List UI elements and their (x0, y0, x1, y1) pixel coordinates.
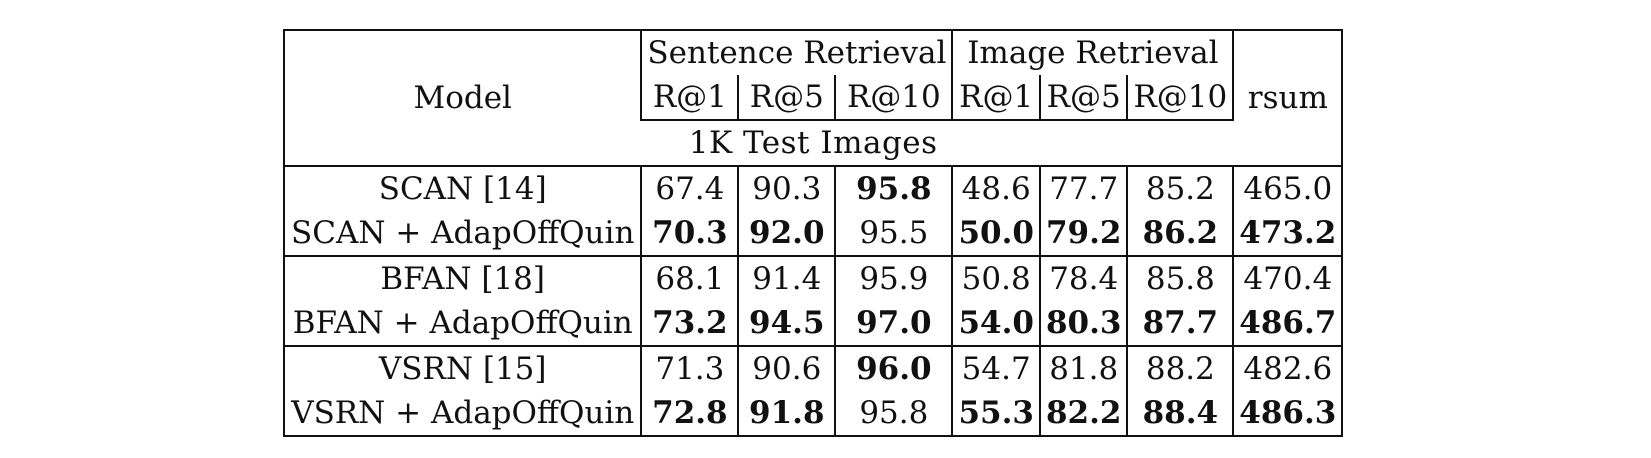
metric-cell: 73.2 (640, 301, 740, 347)
section-title: 1K Test Images (282, 120, 1344, 167)
header-row-metrics: R@1 R@5 R@10 R@1 R@5 R@10 (284, 75, 1342, 121)
rsum-cell: 486.7 (1232, 301, 1344, 347)
metric-cell: 54.0 (951, 301, 1041, 347)
rsum-cell: 465.0 (1232, 166, 1344, 211)
metric-cell: 88.2 (1126, 346, 1235, 391)
image-retrieval-header: Image Retrieval (951, 29, 1235, 75)
table-row: SCAN [14] 67.4 90.3 95.8 48.6 77.7 85.2 465.0 (282, 166, 1344, 211)
metric-cell: 81.8 (1038, 346, 1129, 391)
metric-cell: 77.7 (1038, 166, 1129, 211)
sentence-retrieval-header: Sentence Retrieval (640, 29, 954, 75)
model-name-cell: VSRN + AdapOffQuin (282, 391, 643, 437)
rsum-cell: 482.6 (1232, 346, 1344, 391)
header-row-groups: Model Sentence Retrieval Image Retrieval… (282, 29, 1344, 120)
metric-cell: 90.6 (737, 346, 837, 391)
metric-cell: 90.3 (737, 166, 837, 211)
metric-cell: 71.3 (640, 346, 740, 391)
metric-header: R@5 (737, 75, 837, 121)
metric-cell: 50.0 (951, 211, 1041, 257)
metric-cell: 95.8 (834, 391, 954, 437)
metric-cell: 48.6 (951, 166, 1041, 211)
metric-cell: 91.4 (737, 256, 837, 301)
metric-cell: 97.0 (834, 301, 954, 347)
metric-header: R@10 (1126, 75, 1235, 121)
data-rows: SCAN [14] 67.4 90.3 95.8 48.6 77.7 85.2 465.0 SC… (282, 166, 1344, 437)
metric-cell: 95.8 (834, 166, 954, 211)
metric-header: R@5 (1038, 75, 1129, 121)
metric-cell: 86.2 (1126, 211, 1235, 257)
metric-cell: 95.5 (834, 211, 954, 257)
metric-cell: 72.8 (640, 391, 740, 437)
rsum-cell: 486.3 (1232, 391, 1344, 437)
metric-cell: 54.7 (951, 346, 1041, 391)
metric-cell: 80.3 (1038, 301, 1129, 347)
table-row: BFAN [18] 68.1 91.4 95.9 50.8 78.4 85.8 470.4 (282, 256, 1344, 301)
model-name-cell: SCAN + AdapOffQuin (282, 211, 643, 257)
metric-cell: 88.4 (1126, 391, 1235, 437)
metric-header: R@1 (640, 75, 740, 121)
metric-cell: 55.3 (951, 391, 1041, 437)
metric-cell: 85.8 (1126, 256, 1235, 301)
rsum-column-header: rsum (1232, 29, 1344, 120)
results-table: Model Sentence Retrieval Image Retrieval… (282, 29, 1344, 437)
table-row: VSRN + AdapOffQuin 72.8 91.8 95.8 55.3 82.2 88… (282, 391, 1344, 437)
metric-cell: 96.0 (834, 346, 954, 391)
metric-cell: 79.2 (1038, 211, 1129, 257)
section-row: 1K Test Images (282, 120, 1344, 167)
metric-cell: 82.2 (1038, 391, 1129, 437)
metric-cell: 67.4 (640, 166, 740, 211)
table-row: SCAN + AdapOffQuin 70.3 92.0 95.5 50.0 79.2 86… (282, 211, 1344, 257)
model-name-cell: SCAN [14] (282, 166, 643, 211)
metric-cell: 70.3 (640, 211, 740, 257)
metric-cell: 92.0 (737, 211, 837, 257)
metric-cell: 91.8 (737, 391, 837, 437)
model-name-cell: BFAN [18] (282, 256, 643, 301)
metric-cell: 68.1 (640, 256, 740, 301)
rsum-cell: 473.2 (1232, 211, 1344, 257)
model-name-cell: VSRN [15] (282, 346, 643, 391)
metric-cell: 85.2 (1126, 166, 1235, 211)
metric-cell: 95.9 (834, 256, 954, 301)
metric-cell: 94.5 (737, 301, 837, 347)
model-column-header: Model (282, 29, 643, 120)
model-name-cell: BFAN + AdapOffQuin (282, 301, 643, 347)
metric-cell: 78.4 (1038, 256, 1129, 301)
table-row: BFAN + AdapOffQuin 73.2 94.5 97.0 54.0 80.3 87… (282, 301, 1344, 347)
table-row: VSRN [15] 71.3 90.6 96.0 54.7 81.8 88.2 482.6 (282, 346, 1344, 391)
metric-cell: 50.8 (951, 256, 1041, 301)
metric-header: R@10 (834, 75, 954, 121)
rsum-cell: 470.4 (1232, 256, 1344, 301)
metric-cell: 87.7 (1126, 301, 1235, 347)
metric-header: R@1 (951, 75, 1041, 121)
